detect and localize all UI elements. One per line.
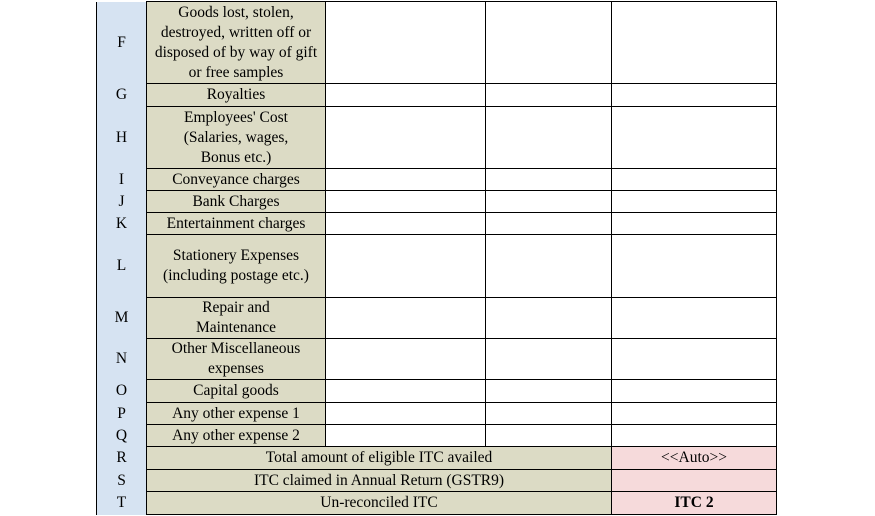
row-code: F [96, 1, 147, 84]
row-code: S [96, 469, 147, 492]
table-row: G Royalties [96, 83, 777, 107]
value-cell[interactable] [485, 338, 612, 380]
row-description: Employees' Cost (Salaries, wages, Bonus … [146, 106, 326, 169]
value-cell[interactable] [325, 338, 486, 380]
value-cell[interactable] [485, 168, 612, 191]
table-row: J Bank Charges [96, 190, 777, 213]
value-cell[interactable] [325, 83, 486, 107]
summary-label: Un-reconciled ITC [146, 491, 612, 515]
value-cell[interactable] [611, 106, 777, 169]
summary-label: Total amount of eligible ITC availed [146, 446, 612, 470]
table-row: F Goods lost, stolen, destroyed, written… [96, 1, 777, 84]
value-cell[interactable] [485, 83, 612, 107]
table-row: Q Any other expense 2 [96, 424, 777, 447]
row-code: T [96, 491, 147, 515]
value-cell[interactable] [325, 1, 486, 84]
row-description: Entertainment charges [146, 212, 326, 235]
summary-value: ITC 2 [611, 491, 777, 515]
value-cell[interactable] [485, 190, 612, 213]
row-code: J [96, 190, 147, 213]
value-cell[interactable] [325, 234, 486, 298]
row-code: M [96, 297, 147, 339]
table-row: K Entertainment charges [96, 212, 777, 235]
row-code: I [96, 168, 147, 191]
value-cell[interactable] [325, 424, 486, 447]
value-cell[interactable] [325, 190, 486, 213]
value-cell[interactable] [485, 106, 612, 169]
row-description: Any other expense 2 [146, 424, 326, 447]
row-description: Royalties [146, 83, 326, 107]
value-cell[interactable] [485, 424, 612, 447]
row-code: Q [96, 424, 147, 447]
summary-row-unreconciled-itc: T Un-reconciled ITC ITC 2 [96, 491, 777, 515]
table-row: P Any other expense 1 [96, 402, 777, 425]
row-code: R [96, 446, 147, 470]
itc-reconciliation-table: F Goods lost, stolen, destroyed, written… [96, 1, 777, 515]
value-cell[interactable] [611, 212, 777, 235]
value-cell[interactable] [485, 234, 612, 298]
table-row: L Stationery Expenses (including postage… [96, 234, 777, 298]
table-row: N Other Miscellaneous expenses [96, 338, 777, 380]
row-description: Goods lost, stolen, destroyed, written o… [146, 1, 326, 84]
row-description: Any other expense 1 [146, 402, 326, 425]
value-cell[interactable] [325, 402, 486, 425]
row-description: Conveyance charges [146, 168, 326, 191]
value-cell[interactable] [485, 379, 612, 403]
row-code: L [96, 234, 147, 298]
value-cell[interactable] [611, 168, 777, 191]
row-code: K [96, 212, 147, 235]
value-cell[interactable] [611, 402, 777, 425]
row-description: Capital goods [146, 379, 326, 403]
row-code: G [96, 83, 147, 107]
row-code: O [96, 379, 147, 403]
value-cell[interactable] [611, 1, 777, 84]
value-cell[interactable] [485, 297, 612, 339]
summary-label: ITC claimed in Annual Return (GSTR9) [146, 469, 612, 492]
table-row: I Conveyance charges [96, 168, 777, 191]
summary-row-itc-claimed: S ITC claimed in Annual Return (GSTR9) [96, 469, 777, 492]
table-row: O Capital goods [96, 379, 777, 403]
value-cell[interactable] [611, 424, 777, 447]
value-cell[interactable] [325, 212, 486, 235]
row-description: Bank Charges [146, 190, 326, 213]
summary-row-total-itc: R Total amount of eligible ITC availed <… [96, 446, 777, 470]
value-cell[interactable] [611, 379, 777, 403]
value-cell[interactable] [611, 338, 777, 380]
summary-value[interactable] [611, 469, 777, 492]
row-description: Repair and Maintenance [146, 297, 326, 339]
value-cell[interactable] [485, 402, 612, 425]
value-cell[interactable] [485, 212, 612, 235]
value-cell[interactable] [611, 83, 777, 107]
value-cell[interactable] [611, 190, 777, 213]
row-description: Other Miscellaneous expenses [146, 338, 326, 380]
row-code: P [96, 402, 147, 425]
value-cell[interactable] [325, 168, 486, 191]
row-description: Stationery Expenses (including postage e… [146, 234, 326, 298]
value-cell[interactable] [325, 297, 486, 339]
value-cell[interactable] [611, 297, 777, 339]
value-cell[interactable] [325, 106, 486, 169]
table-row: H Employees' Cost (Salaries, wages, Bonu… [96, 106, 777, 169]
value-cell[interactable] [485, 1, 612, 84]
row-code: N [96, 338, 147, 380]
summary-value: <<Auto>> [611, 446, 777, 470]
table-row: M Repair and Maintenance [96, 297, 777, 339]
row-code: H [96, 106, 147, 169]
value-cell[interactable] [325, 379, 486, 403]
value-cell[interactable] [611, 234, 777, 298]
